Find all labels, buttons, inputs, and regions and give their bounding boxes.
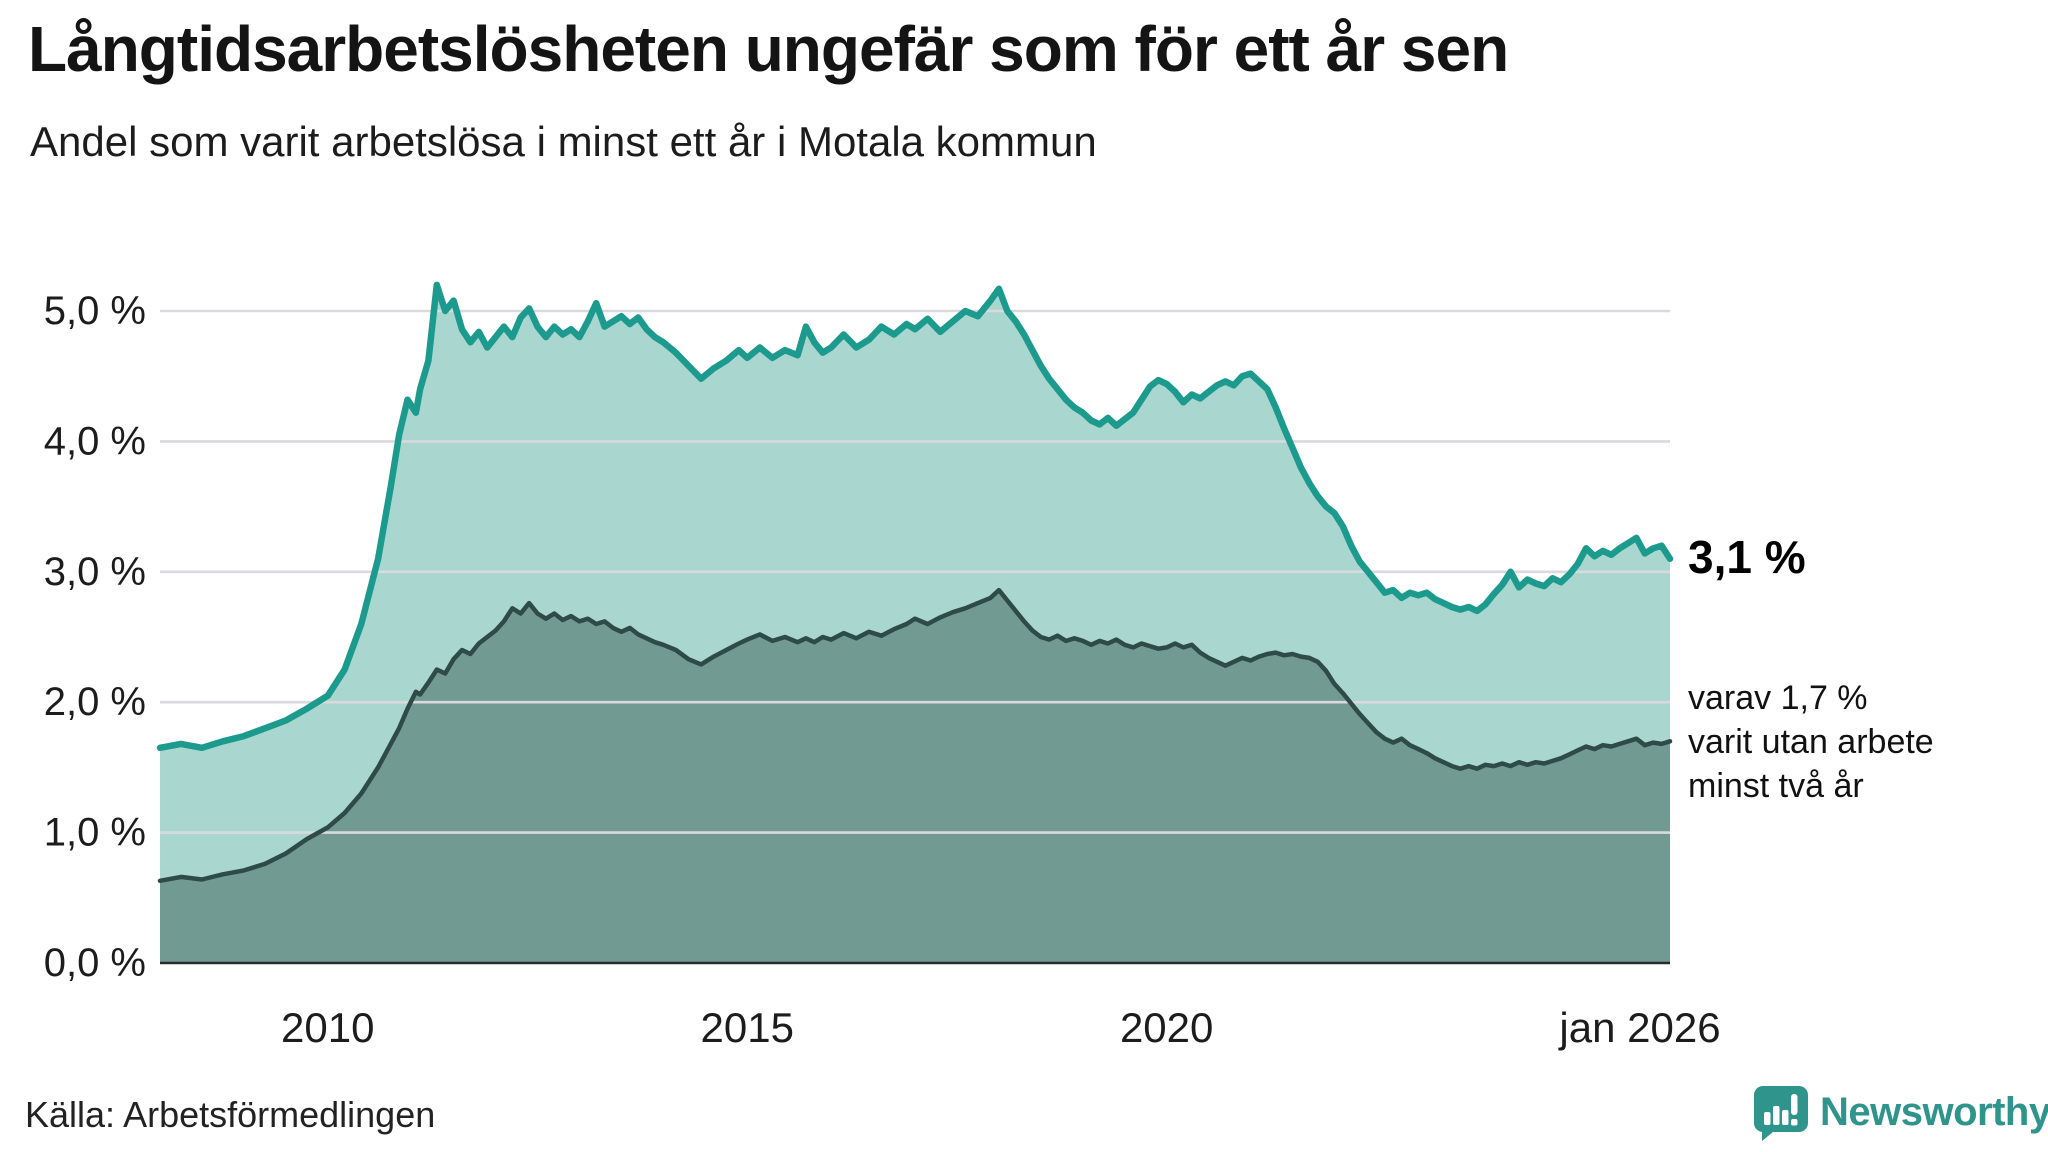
x-tick-label: 2020 [1120, 1004, 1213, 1051]
x-tick-label: 2015 [701, 1004, 794, 1051]
y-tick-label: 4,0 % [44, 419, 146, 463]
y-tick-label: 2,0 % [44, 680, 146, 724]
x-tick-label: jan 2026 [1557, 1004, 1720, 1051]
bar-icon-mid [1782, 1110, 1789, 1125]
exclamation-dot-icon [1791, 1119, 1798, 1126]
speech-bubble-shape [1753, 1086, 1808, 1141]
page-title: Långtidsarbetslösheten ungefär som för e… [28, 13, 1509, 85]
end-label-line-1: varav 1,7 % [1688, 679, 1868, 717]
y-tick-label: 3,0 % [44, 550, 146, 594]
line-two-years [157, 587, 1673, 884]
end-value-label-two-years: varav 1,7 % varit utan arbete minst två … [1688, 676, 1934, 808]
newsworthy-logo-icon [1753, 1086, 1808, 1141]
area-fill-two-years [160, 590, 1670, 963]
bar-icon-small [1764, 1112, 1771, 1125]
y-tick-label: 1,0 % [44, 811, 146, 855]
newsworthy-brand: Newsworthy [1752, 1082, 2048, 1142]
line-one-year [156, 281, 1674, 752]
bar-icon-medium [1773, 1106, 1780, 1125]
end-label-line-3: minst två år [1688, 767, 1864, 805]
exclamation-bar-icon [1791, 1094, 1798, 1115]
brand-wordmark: Newsworthy [1820, 1089, 2048, 1134]
y-tick-label: 5,0 % [44, 289, 146, 333]
chart-subtitle: Andel som varit arbetslösa i minst ett å… [30, 118, 1097, 165]
end-label-line-2: varit utan arbete [1688, 723, 1934, 761]
y-tick-label: 0,0 % [44, 941, 146, 985]
x-tick-label: 2010 [281, 1004, 374, 1051]
end-value-label-one-year: 3,1 % [1688, 531, 1806, 583]
source-attribution: Källa: Arbetsförmedlingen [25, 1094, 436, 1135]
